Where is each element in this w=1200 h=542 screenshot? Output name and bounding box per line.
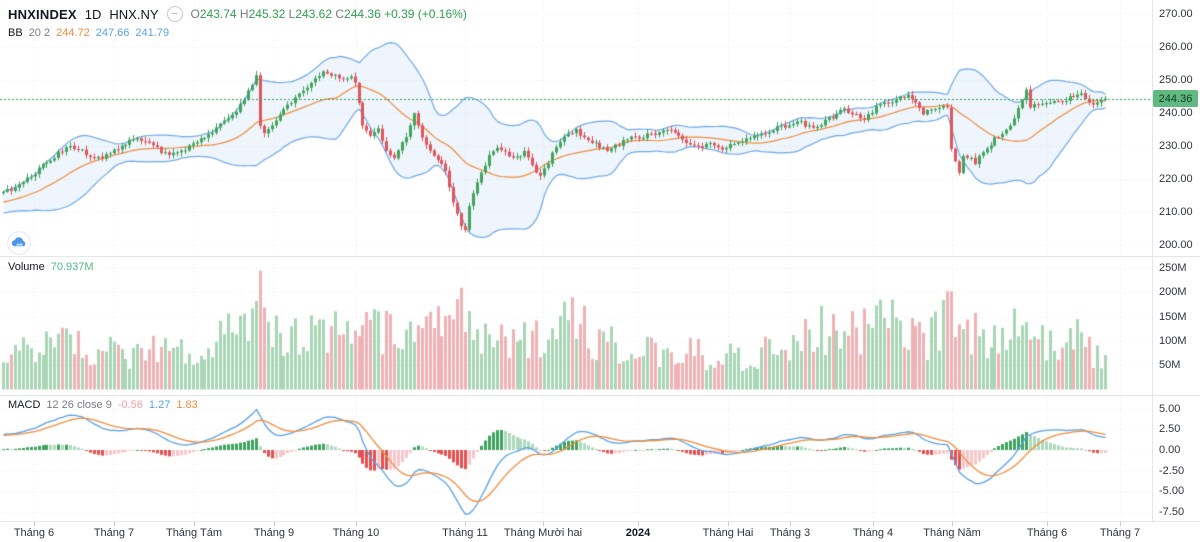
time-axis-label: Tháng 11 — [442, 527, 488, 539]
time-axis-label: Tháng Mười hai — [503, 527, 583, 539]
close-value: 244.36 — [344, 7, 381, 21]
volume-axis-label: 100M — [1159, 334, 1187, 347]
macd-axis-label: -2.50 — [1159, 464, 1185, 477]
macd-axis-label: 5.00 — [1159, 402, 1181, 415]
macd-axis-label: -5.00 — [1159, 485, 1185, 498]
time-axis-tick — [790, 522, 791, 526]
macd-axis-label: 2.50 — [1159, 423, 1181, 436]
ohlc-row: O243.74 H245.32 L243.62 C244.36 +0.39 (+… — [191, 7, 467, 21]
macd-params: 12 26 close 9 — [46, 399, 112, 411]
collapse-legend-icon[interactable]: – — [166, 6, 183, 22]
volume-axis-label: 150M — [1159, 310, 1187, 323]
chart-canvas[interactable] — [0, 0, 1152, 521]
price-axis-label: 270.00 — [1159, 8, 1193, 20]
low-value: 243.62 — [295, 7, 333, 21]
low-label: L — [288, 7, 296, 21]
volume-name: Volume — [8, 261, 45, 273]
time-axis-tick — [356, 522, 357, 526]
time-axis-label: Tháng 9 — [253, 527, 295, 539]
time-axis-label: Tháng Hai — [702, 527, 754, 539]
time-axis-tick — [728, 522, 729, 526]
close-label: C — [335, 7, 345, 21]
open-value: 243.74 — [199, 7, 237, 21]
pane-divider-volume-macd[interactable] — [0, 395, 1200, 396]
time-axis-label: Tháng 6 — [1026, 527, 1068, 539]
price-axis-label: 210.00 — [1159, 206, 1193, 218]
symbol-name[interactable]: HNXINDEX — [8, 6, 77, 22]
volume-axis-label: 250M — [1159, 262, 1187, 275]
time-axis-tick — [638, 522, 639, 526]
macd-name: MACD — [8, 399, 41, 411]
macd-axis-label: -7.50 — [1159, 505, 1185, 518]
price-axis-label: 200.00 — [1159, 239, 1193, 251]
price-axis-label: 220.00 — [1159, 173, 1193, 185]
price-axis-label: 260.00 — [1159, 41, 1193, 53]
time-axis-tick — [114, 522, 115, 526]
macd-axis-label: 0.00 — [1159, 444, 1181, 456]
bb-upper-value: 247.66 — [95, 27, 130, 39]
volume-axis-label: 200M — [1159, 286, 1187, 299]
exchange-label: HNX.NY — [109, 6, 159, 22]
time-axis-label: Tháng Tám — [165, 527, 223, 539]
price-axis-label: 250.00 — [1159, 74, 1193, 86]
time-axis-tick — [465, 522, 466, 526]
time-axis-label: Tháng 7 — [1099, 527, 1141, 539]
bollinger-legend[interactable]: BB 20 2 244.72 247.66 241.79 — [8, 27, 169, 39]
time-axis-tick — [543, 522, 544, 526]
volume-axis-label: 50M — [1159, 359, 1181, 372]
volume-legend[interactable]: Volume 70.937M — [8, 261, 94, 273]
change-value: +0.39 (+0.16%) — [384, 7, 467, 21]
macd-line-value: 1.27 — [148, 399, 171, 411]
time-axis-tick — [274, 522, 275, 526]
price-axis-label: 230.00 — [1159, 140, 1193, 152]
time-axis-label: Tháng Năm — [923, 527, 981, 539]
bb-params: 20 2 — [28, 27, 51, 39]
time-axis-tick — [34, 522, 35, 526]
time-axis-tick — [1047, 522, 1048, 526]
macd-hist-value: -0.56 — [117, 399, 143, 411]
interval-label[interactable]: 1D — [84, 6, 102, 22]
open-label: O — [190, 7, 200, 21]
time-axis-label: Tháng 4 — [852, 527, 894, 539]
price-axis-border — [1152, 0, 1153, 521]
high-value: 245.32 — [248, 7, 286, 21]
time-axis-label: 2024 — [625, 527, 651, 539]
pane-divider-price-volume[interactable] — [0, 256, 1200, 257]
time-axis-label: Tháng 7 — [93, 527, 135, 539]
high-label: H — [239, 7, 249, 21]
provider-logo-icon[interactable] — [7, 231, 31, 255]
time-axis-tick — [952, 522, 953, 526]
bb-basis-value: 244.72 — [56, 27, 90, 39]
symbol-legend: HNXINDEX 1D HNX.NY – O243.74 H245.32 L24… — [8, 6, 467, 22]
time-axis-label: Tháng 6 — [13, 527, 55, 539]
price-axis[interactable]: 270.00 260.00 250.00 240.00 230.00 220.00 210.… — [1153, 0, 1200, 521]
volume-value: 70.937M — [50, 261, 94, 273]
time-axis-label: Tháng 10 — [332, 527, 380, 539]
time-axis-tick — [873, 522, 874, 526]
time-axis-label: Tháng 3 — [769, 527, 811, 539]
last-price-badge: 244.36 — [1153, 90, 1198, 107]
bb-lower-value: 241.79 — [135, 27, 170, 39]
bb-name: BB — [8, 27, 23, 39]
time-axis-tick — [1120, 522, 1121, 526]
macd-legend[interactable]: MACD 12 26 close 9 -0.56 1.27 1.83 — [8, 399, 198, 411]
macd-signal-value: 1.83 — [176, 399, 198, 411]
time-axis-tick — [194, 522, 195, 526]
price-axis-label: 240.00 — [1159, 107, 1193, 119]
